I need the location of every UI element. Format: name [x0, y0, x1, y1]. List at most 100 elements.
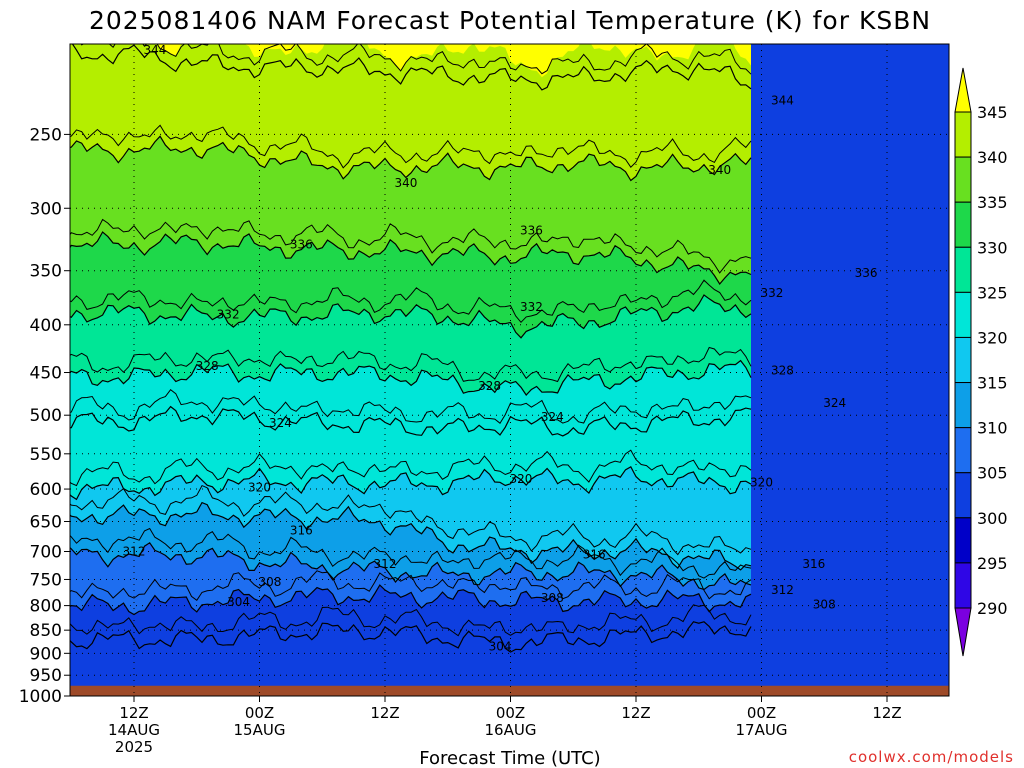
contour-minor: [70, 388, 752, 424]
colorbar-label: 320: [977, 328, 1008, 347]
contour-label: 328: [196, 359, 219, 373]
contour-328: [70, 359, 752, 396]
colorbar-label: 305: [977, 464, 1008, 483]
contour-label: 304: [227, 595, 250, 609]
contour-minor: [80, 44, 752, 75]
y-tick-label: 550: [30, 445, 62, 465]
contour-label: 308: [259, 575, 282, 589]
grid: [70, 44, 949, 696]
colorbar-swatch: [954, 382, 972, 429]
y-tick-label: 450: [30, 364, 62, 384]
contour-308: [70, 584, 752, 616]
contour-label: 340: [708, 163, 731, 177]
y-tick-label: 750: [30, 570, 62, 590]
colorbar-label: 290: [977, 599, 1008, 618]
contour-label: 344: [771, 94, 794, 108]
contour-324: [70, 405, 752, 437]
contour-label: 320: [750, 475, 773, 489]
contour-304: [70, 621, 752, 653]
x-tick-label: 14AUG: [108, 721, 160, 739]
contour-340: [70, 135, 752, 182]
colorbar-label: 335: [977, 193, 1008, 212]
contour-label: 340: [394, 176, 417, 190]
x-tick-label: 12Z: [370, 704, 399, 722]
colorbar: 345 340 335 330 325 320 315 310 305 300 295 290: [954, 67, 1008, 657]
contour-minor: [70, 604, 752, 637]
contour-label: 320: [248, 481, 271, 495]
ground-layer: [70, 685, 949, 696]
colorbar-swatch: [954, 562, 972, 609]
y-tick-label: 600: [30, 480, 62, 500]
contour-label: 312: [771, 583, 794, 597]
x-tick-label: 15AUG: [234, 721, 286, 739]
x-tick-label: 16AUG: [485, 721, 537, 739]
contour-label: 344: [143, 43, 166, 57]
x-tick-label: 00Z: [245, 704, 274, 722]
contour-label: 308: [541, 591, 564, 605]
contour-label: 316: [290, 524, 313, 538]
contour-label: 320: [510, 472, 533, 486]
theta-band: [157, 44, 751, 78]
contour-312: [70, 541, 752, 591]
x-tick-label: 2025: [115, 738, 153, 756]
contour-336: [70, 231, 752, 286]
colorbar-swatch: [954, 517, 972, 564]
contour-label: 324: [823, 396, 846, 410]
contour-label: 336: [520, 224, 543, 238]
colorbar-swatch: [954, 472, 972, 519]
isentrope-contours: [70, 44, 752, 653]
contour-label: 332: [761, 286, 784, 300]
y-tick-label: 800: [30, 597, 62, 617]
contour-minor: [70, 124, 752, 169]
x-tick-label: 00Z: [496, 704, 525, 722]
y-tick-label: 850: [30, 621, 62, 641]
ground-surface: [70, 685, 949, 696]
colorbar-swatch: [954, 336, 972, 384]
contour-minor: [70, 449, 752, 487]
potential-temperature-field: [70, 44, 949, 696]
contour-label: 308: [813, 598, 836, 612]
contour-label: 328: [771, 364, 794, 378]
colorbar-swatch: [954, 246, 972, 293]
colorbar-label: 295: [977, 554, 1008, 573]
x-tick-label: 12Z: [621, 704, 650, 722]
colorbar-swatch: [954, 111, 972, 158]
colorbar-label: 315: [977, 374, 1008, 393]
colorbar-label: 340: [977, 148, 1008, 167]
y-tick-label: 500: [30, 406, 62, 426]
y-tick-label: 350: [30, 262, 62, 282]
credit-link[interactable]: coolwx.com/models: [849, 748, 1014, 766]
contour-label: 324: [541, 410, 564, 424]
y-tick-label: 300: [30, 199, 62, 219]
theta-band: [72, 44, 751, 90]
contour-label: 312: [374, 557, 397, 571]
colorbar-min-arrow: [954, 607, 972, 657]
contour-minor: [70, 218, 752, 274]
contour-label: 324: [269, 416, 292, 430]
plot-frame: [69, 43, 950, 697]
colorbar-label: 300: [977, 509, 1008, 528]
contour-label: 332: [520, 300, 543, 314]
contour-labels: 344 344 340 340 336 336 336 332 332 332 328 328 328 3…: [123, 43, 878, 653]
contour-320: [70, 465, 752, 501]
contour-316: [70, 501, 752, 571]
contour-344: [70, 44, 752, 91]
colorbar-label: 325: [977, 283, 1008, 302]
colorbar-swatch: [954, 427, 972, 474]
contour-label: 316: [583, 547, 606, 561]
x-tick-label: 00Z: [747, 704, 776, 722]
y-tick-label: 1000: [19, 687, 62, 707]
colorbar-label: 310: [977, 419, 1008, 438]
y-tick-label: 900: [30, 644, 62, 664]
colorbar-label: 330: [977, 238, 1008, 257]
contour-label: 336: [290, 237, 313, 251]
x-axis-label: Forecast Time (UTC): [419, 748, 600, 768]
contour-label: 332: [217, 308, 240, 322]
y-tick-label: 700: [30, 543, 62, 563]
chart-title: 2025081406 NAM Forecast Potential Temper…: [89, 6, 931, 35]
contour-label: 312: [123, 545, 146, 559]
contour-label: 328: [478, 379, 501, 393]
y-tick-label: 250: [30, 125, 62, 145]
